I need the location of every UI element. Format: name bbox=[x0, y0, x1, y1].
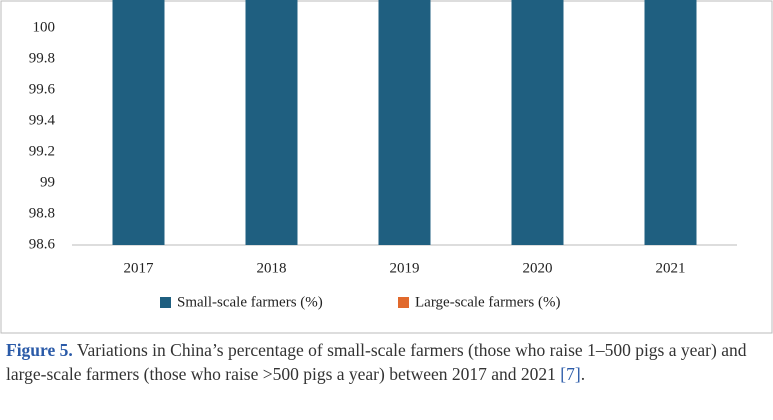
y-tick-label: 100 bbox=[33, 19, 56, 35]
y-tick-label: 99.8 bbox=[29, 50, 55, 66]
x-tick-label: 2020 bbox=[523, 260, 553, 276]
bar-segment bbox=[245, 0, 298, 245]
y-tick-label: 99.6 bbox=[29, 81, 56, 97]
bar-segment bbox=[378, 0, 431, 245]
y-tick-label: 98.6 bbox=[29, 236, 56, 252]
caption-end: . bbox=[580, 364, 586, 384]
legend-label: Large-scale farmers (%) bbox=[415, 294, 560, 310]
caption-text: Variations in China’s percentage of smal… bbox=[6, 340, 747, 384]
legend-swatch bbox=[398, 297, 409, 308]
x-tick-label: 2019 bbox=[390, 260, 420, 276]
y-tick-label: 99.4 bbox=[29, 112, 56, 128]
x-tick-label: 2021 bbox=[656, 260, 686, 276]
legend-swatch bbox=[160, 297, 171, 308]
bar-segment bbox=[511, 0, 564, 245]
bar-segment bbox=[644, 0, 697, 245]
caption-label: Figure 5. bbox=[6, 340, 73, 360]
bar-segment bbox=[112, 0, 165, 245]
x-tick-label: 2017 bbox=[124, 260, 155, 276]
x-tick-label: 2018 bbox=[257, 260, 287, 276]
y-tick-label: 98.8 bbox=[29, 205, 55, 221]
y-tick-label: 99.2 bbox=[29, 143, 55, 159]
y-tick-label: 99 bbox=[40, 174, 55, 190]
chart: 98.698.89999.299.499.699.8100201799.430.… bbox=[0, 0, 773, 334]
caption-reference: [7] bbox=[560, 364, 581, 384]
legend-label: Small-scale farmers (%) bbox=[177, 294, 323, 310]
caption: Figure 5. Variations in China’s percenta… bbox=[6, 338, 768, 386]
